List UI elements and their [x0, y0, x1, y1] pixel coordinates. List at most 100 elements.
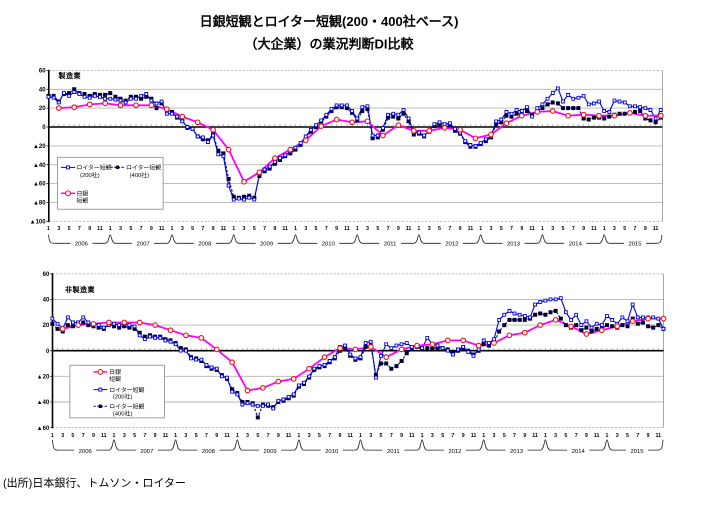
svg-text:7: 7: [263, 226, 266, 232]
svg-text:9: 9: [273, 226, 276, 232]
svg-text:ロイター短観: ロイター短観: [109, 403, 144, 411]
svg-text:3: 3: [181, 226, 184, 232]
svg-text:5: 5: [68, 226, 71, 232]
svg-text:9: 9: [88, 226, 91, 232]
svg-text:7: 7: [205, 433, 208, 439]
svg-text:9: 9: [397, 226, 400, 232]
svg-text:1: 1: [174, 433, 177, 439]
svg-text:7: 7: [78, 226, 81, 232]
svg-text:2012: 2012: [448, 449, 461, 455]
svg-text:7: 7: [387, 226, 390, 232]
svg-text:9: 9: [523, 433, 526, 439]
svg-text:5: 5: [133, 433, 136, 439]
svg-text:9: 9: [339, 433, 342, 439]
svg-text:(400社): (400社): [130, 171, 150, 179]
svg-text:7: 7: [325, 226, 328, 232]
svg-text:9: 9: [585, 433, 588, 439]
svg-text:1: 1: [232, 226, 235, 232]
svg-text:製造業: 製造業: [58, 71, 82, 80]
svg-text:7: 7: [143, 433, 146, 439]
svg-text:9: 9: [92, 433, 95, 439]
svg-text:7: 7: [634, 226, 637, 232]
svg-text:短観: 短観: [77, 196, 89, 204]
svg-text:5: 5: [380, 433, 383, 439]
svg-text:2011: 2011: [387, 449, 400, 455]
svg-text:5: 5: [191, 226, 194, 232]
svg-text:5: 5: [318, 433, 321, 439]
svg-text:11: 11: [344, 226, 350, 232]
svg-text:7: 7: [575, 433, 578, 439]
svg-text:非製造業: 非製造業: [65, 285, 95, 294]
svg-text:3: 3: [431, 433, 434, 439]
svg-text:3: 3: [57, 226, 60, 232]
svg-text:2007: 2007: [140, 449, 153, 455]
svg-text:3: 3: [551, 226, 554, 232]
svg-text:7: 7: [510, 226, 513, 232]
svg-text:1: 1: [236, 433, 239, 439]
svg-text:5: 5: [503, 433, 506, 439]
svg-text:5: 5: [500, 226, 503, 232]
svg-text:2010: 2010: [325, 449, 339, 455]
svg-text:5: 5: [626, 433, 629, 439]
svg-text:7: 7: [267, 433, 270, 439]
svg-text:9: 9: [462, 433, 465, 439]
svg-text:▲40: ▲40: [37, 400, 50, 406]
svg-text:1: 1: [606, 433, 609, 439]
svg-text:40: 40: [43, 298, 50, 304]
svg-text:9: 9: [582, 226, 585, 232]
svg-text:1: 1: [603, 226, 606, 232]
svg-text:9: 9: [277, 433, 280, 439]
svg-text:1: 1: [294, 226, 297, 232]
svg-text:7: 7: [636, 433, 639, 439]
svg-text:3: 3: [490, 226, 493, 232]
svg-text:1: 1: [356, 226, 359, 232]
svg-text:0: 0: [46, 349, 50, 355]
svg-text:日銀短観とロイター短観(200・400社ベース): 日銀短観とロイター短観(200・400社ベース): [200, 14, 459, 29]
svg-text:9: 9: [150, 226, 153, 232]
svg-text:1: 1: [479, 226, 482, 232]
svg-text:2006: 2006: [75, 242, 89, 248]
svg-text:60: 60: [39, 69, 46, 75]
svg-text:3: 3: [616, 433, 619, 439]
svg-text:3: 3: [308, 433, 311, 439]
svg-text:2014: 2014: [572, 449, 586, 455]
svg-text:11: 11: [655, 433, 661, 439]
svg-text:(出所)日本銀行、トムソン・ロイター: (出所)日本銀行、トムソン・ロイター: [3, 476, 186, 490]
svg-text:11: 11: [224, 433, 230, 439]
svg-text:11: 11: [529, 226, 535, 232]
svg-text:9: 9: [644, 226, 647, 232]
svg-text:3: 3: [366, 226, 369, 232]
svg-text:3: 3: [61, 433, 64, 439]
svg-text:2009: 2009: [260, 242, 273, 248]
svg-text:20: 20: [39, 106, 46, 112]
svg-text:2009: 2009: [264, 449, 277, 455]
svg-text:ロイター短観: ロイター短観: [109, 386, 144, 394]
svg-text:3: 3: [554, 433, 557, 439]
svg-text:▲80: ▲80: [33, 201, 46, 207]
svg-text:20: 20: [43, 323, 50, 329]
svg-text:11: 11: [286, 433, 292, 439]
svg-text:3: 3: [304, 226, 307, 232]
svg-text:3: 3: [119, 226, 122, 232]
svg-text:60: 60: [43, 272, 50, 278]
svg-text:3: 3: [428, 226, 431, 232]
svg-text:2013: 2013: [507, 242, 521, 248]
svg-text:11: 11: [471, 433, 477, 439]
svg-text:(200社): (200社): [113, 393, 133, 401]
svg-text:2010: 2010: [322, 242, 336, 248]
svg-text:3: 3: [246, 433, 249, 439]
svg-text:5: 5: [195, 433, 198, 439]
svg-text:11: 11: [594, 433, 600, 439]
svg-text:5: 5: [129, 226, 132, 232]
svg-text:3: 3: [493, 433, 496, 439]
svg-text:9: 9: [154, 433, 157, 439]
svg-text:5: 5: [438, 226, 441, 232]
svg-text:▲40: ▲40: [33, 163, 46, 169]
svg-text:5: 5: [564, 433, 567, 439]
svg-text:7: 7: [448, 226, 451, 232]
svg-text:日銀: 日銀: [77, 190, 89, 198]
svg-text:(200社): (200社): [80, 171, 100, 179]
svg-text:40: 40: [39, 87, 46, 93]
svg-text:9: 9: [459, 226, 462, 232]
svg-text:2007: 2007: [137, 242, 150, 248]
